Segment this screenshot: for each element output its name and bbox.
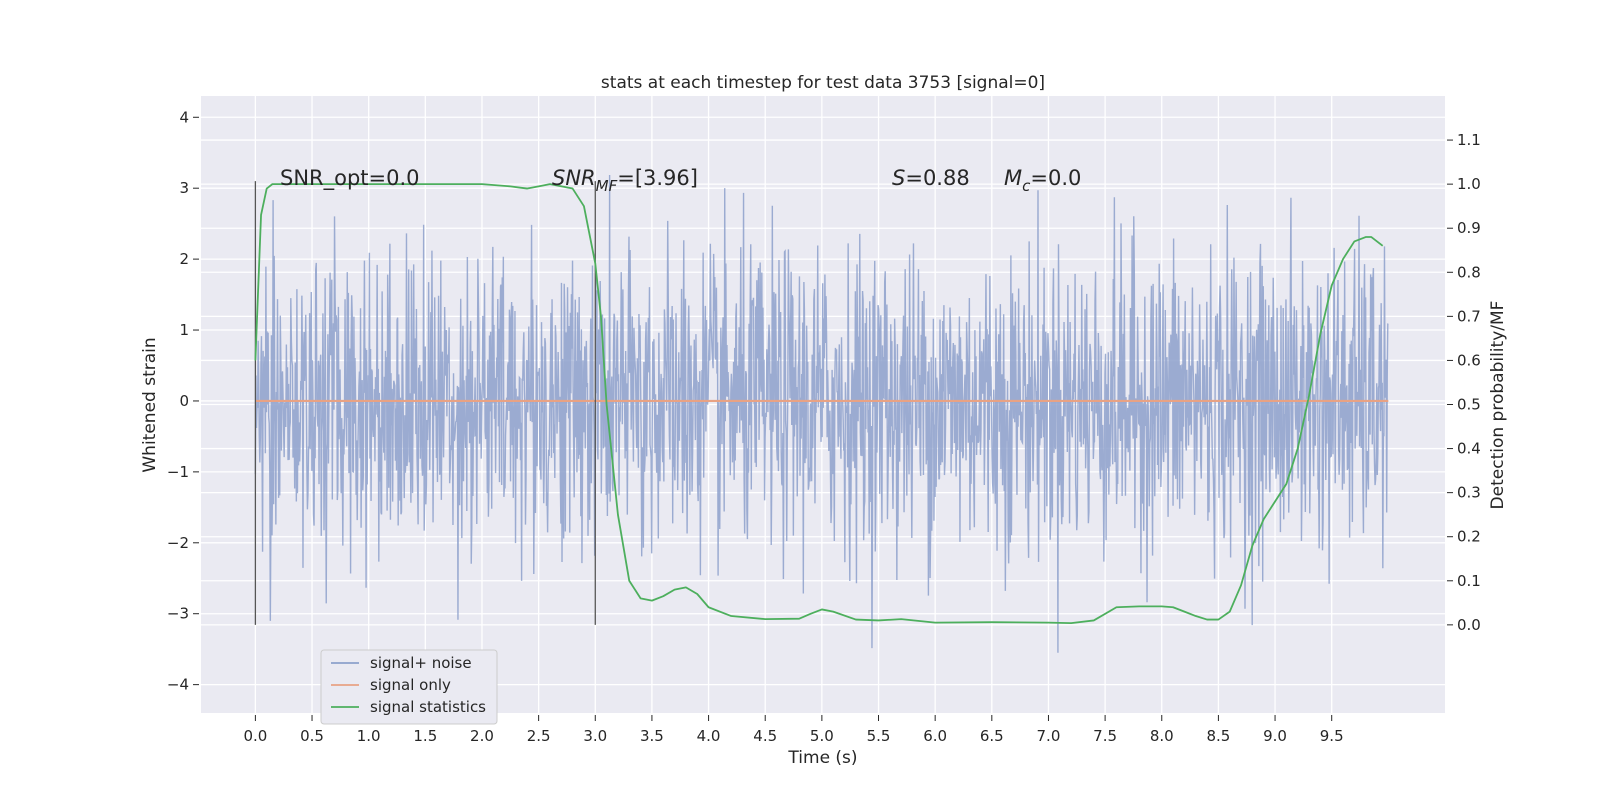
annotation-snr-mf-sub: MF xyxy=(596,177,618,195)
x-tick-label: 7.5 xyxy=(1093,727,1117,745)
y2-axis-title: Detection probability/MF xyxy=(1488,301,1508,510)
annotation-mc-value: =0.0 xyxy=(1030,166,1081,190)
x-tick-label: 3.5 xyxy=(640,727,664,745)
y2-tick-label: 0.9 xyxy=(1457,219,1481,237)
legend-label-signal-statistics: signal statistics xyxy=(370,698,486,716)
signal-noise-series xyxy=(254,174,1389,653)
x-tick-label: 2.0 xyxy=(470,727,494,745)
x-tick-label: 4.5 xyxy=(753,727,777,745)
signal-statistics-line xyxy=(254,183,1384,624)
legend: signal+ noise signal only signal statist… xyxy=(320,649,498,725)
x-axis-title: Time (s) xyxy=(787,748,857,768)
y2-tick-label: 0.4 xyxy=(1457,440,1481,458)
y2-tick-label: 0.6 xyxy=(1457,351,1481,369)
annotation-mc: Mc=0.0 xyxy=(1004,166,1081,195)
x-tick-label: 8.0 xyxy=(1150,727,1174,745)
annotation-snr-opt: SNR_opt=0.0 xyxy=(280,166,420,191)
y2-tick-label: 1.1 xyxy=(1457,131,1481,149)
x-tick-label: 9.5 xyxy=(1320,727,1344,745)
y-tick-label: 2 xyxy=(179,250,189,268)
annotation-s-value: =0.88 xyxy=(905,166,969,190)
legend-label-signal-noise: signal+ noise xyxy=(370,654,472,672)
y-tick-label: 4 xyxy=(179,108,189,126)
annotation-s-main: S xyxy=(892,166,905,190)
x-tick-label: 5.0 xyxy=(810,727,834,745)
annotation-snr-mf-main: SNR xyxy=(552,166,596,190)
annotation-s: S=0.88 xyxy=(892,166,970,190)
legend-label-signal-only: signal only xyxy=(370,676,451,694)
annotation-mc-sub: c xyxy=(1022,177,1031,195)
y2-tick-label: 0.5 xyxy=(1457,396,1481,414)
y2-axis-ticks: 0.0 0.1 0.2 0.3 0.4 0.5 0.6 0.7 0.8 0.9 1.0 1.1 xyxy=(1447,131,1481,634)
x-tick-label: 4.0 xyxy=(697,727,721,745)
y2-tick-label: 0.2 xyxy=(1457,528,1481,546)
y-tick-label: −2 xyxy=(167,534,189,552)
x-tick-label: 1.0 xyxy=(357,727,381,745)
x-axis-ticks: 0.0 0.5 1.0 1.5 2.0 2.5 3.0 3.5 4.0 4.5 5.0 5.5 6.0 6… xyxy=(243,715,1344,745)
y-tick-label: 3 xyxy=(179,179,189,197)
x-tick-label: 0.5 xyxy=(300,727,324,745)
y2-tick-label: 0.0 xyxy=(1457,616,1481,634)
y-tick-label: 0 xyxy=(179,392,189,410)
y2-tick-label: 0.1 xyxy=(1457,572,1481,590)
y-tick-label: −4 xyxy=(167,676,189,694)
y2-tick-label: 0.8 xyxy=(1457,263,1481,281)
annotation-snr-mf-value: =[3.96] xyxy=(617,166,698,190)
x-tick-label: 7.0 xyxy=(1037,727,1061,745)
y-tick-label: 1 xyxy=(179,321,189,339)
x-tick-label: 6.5 xyxy=(980,727,1004,745)
chart-title: stats at each timestep for test data 375… xyxy=(601,73,1045,93)
x-tick-label: 9.0 xyxy=(1263,727,1287,745)
y-tick-label: −3 xyxy=(167,605,189,623)
signal-noise-line xyxy=(254,174,1389,653)
x-tick-label: 6.0 xyxy=(923,727,947,745)
y2-tick-label: 1.0 xyxy=(1457,175,1481,193)
x-tick-label: 8.5 xyxy=(1206,727,1230,745)
y-tick-label: −1 xyxy=(167,463,189,481)
y-axis-title: Whitened strain xyxy=(140,337,160,472)
x-tick-label: 2.5 xyxy=(527,727,551,745)
marker-lines xyxy=(254,181,596,625)
annotation-snr-mf: SNRMF=[3.96] xyxy=(552,166,698,195)
signal-statistics-series xyxy=(254,183,1384,624)
y2-tick-label: 0.7 xyxy=(1457,307,1481,325)
y-axis-ticks: −4 −3 −2 −1 0 1 2 3 4 xyxy=(167,108,199,694)
x-tick-label: 1.5 xyxy=(413,727,437,745)
x-tick-label: 3.0 xyxy=(583,727,607,745)
y2-tick-label: 0.3 xyxy=(1457,484,1481,502)
annotation-mc-main: M xyxy=(1004,166,1022,190)
legend-box xyxy=(320,649,498,725)
x-tick-label: 0.0 xyxy=(243,727,267,745)
x-tick-label: 5.5 xyxy=(867,727,891,745)
